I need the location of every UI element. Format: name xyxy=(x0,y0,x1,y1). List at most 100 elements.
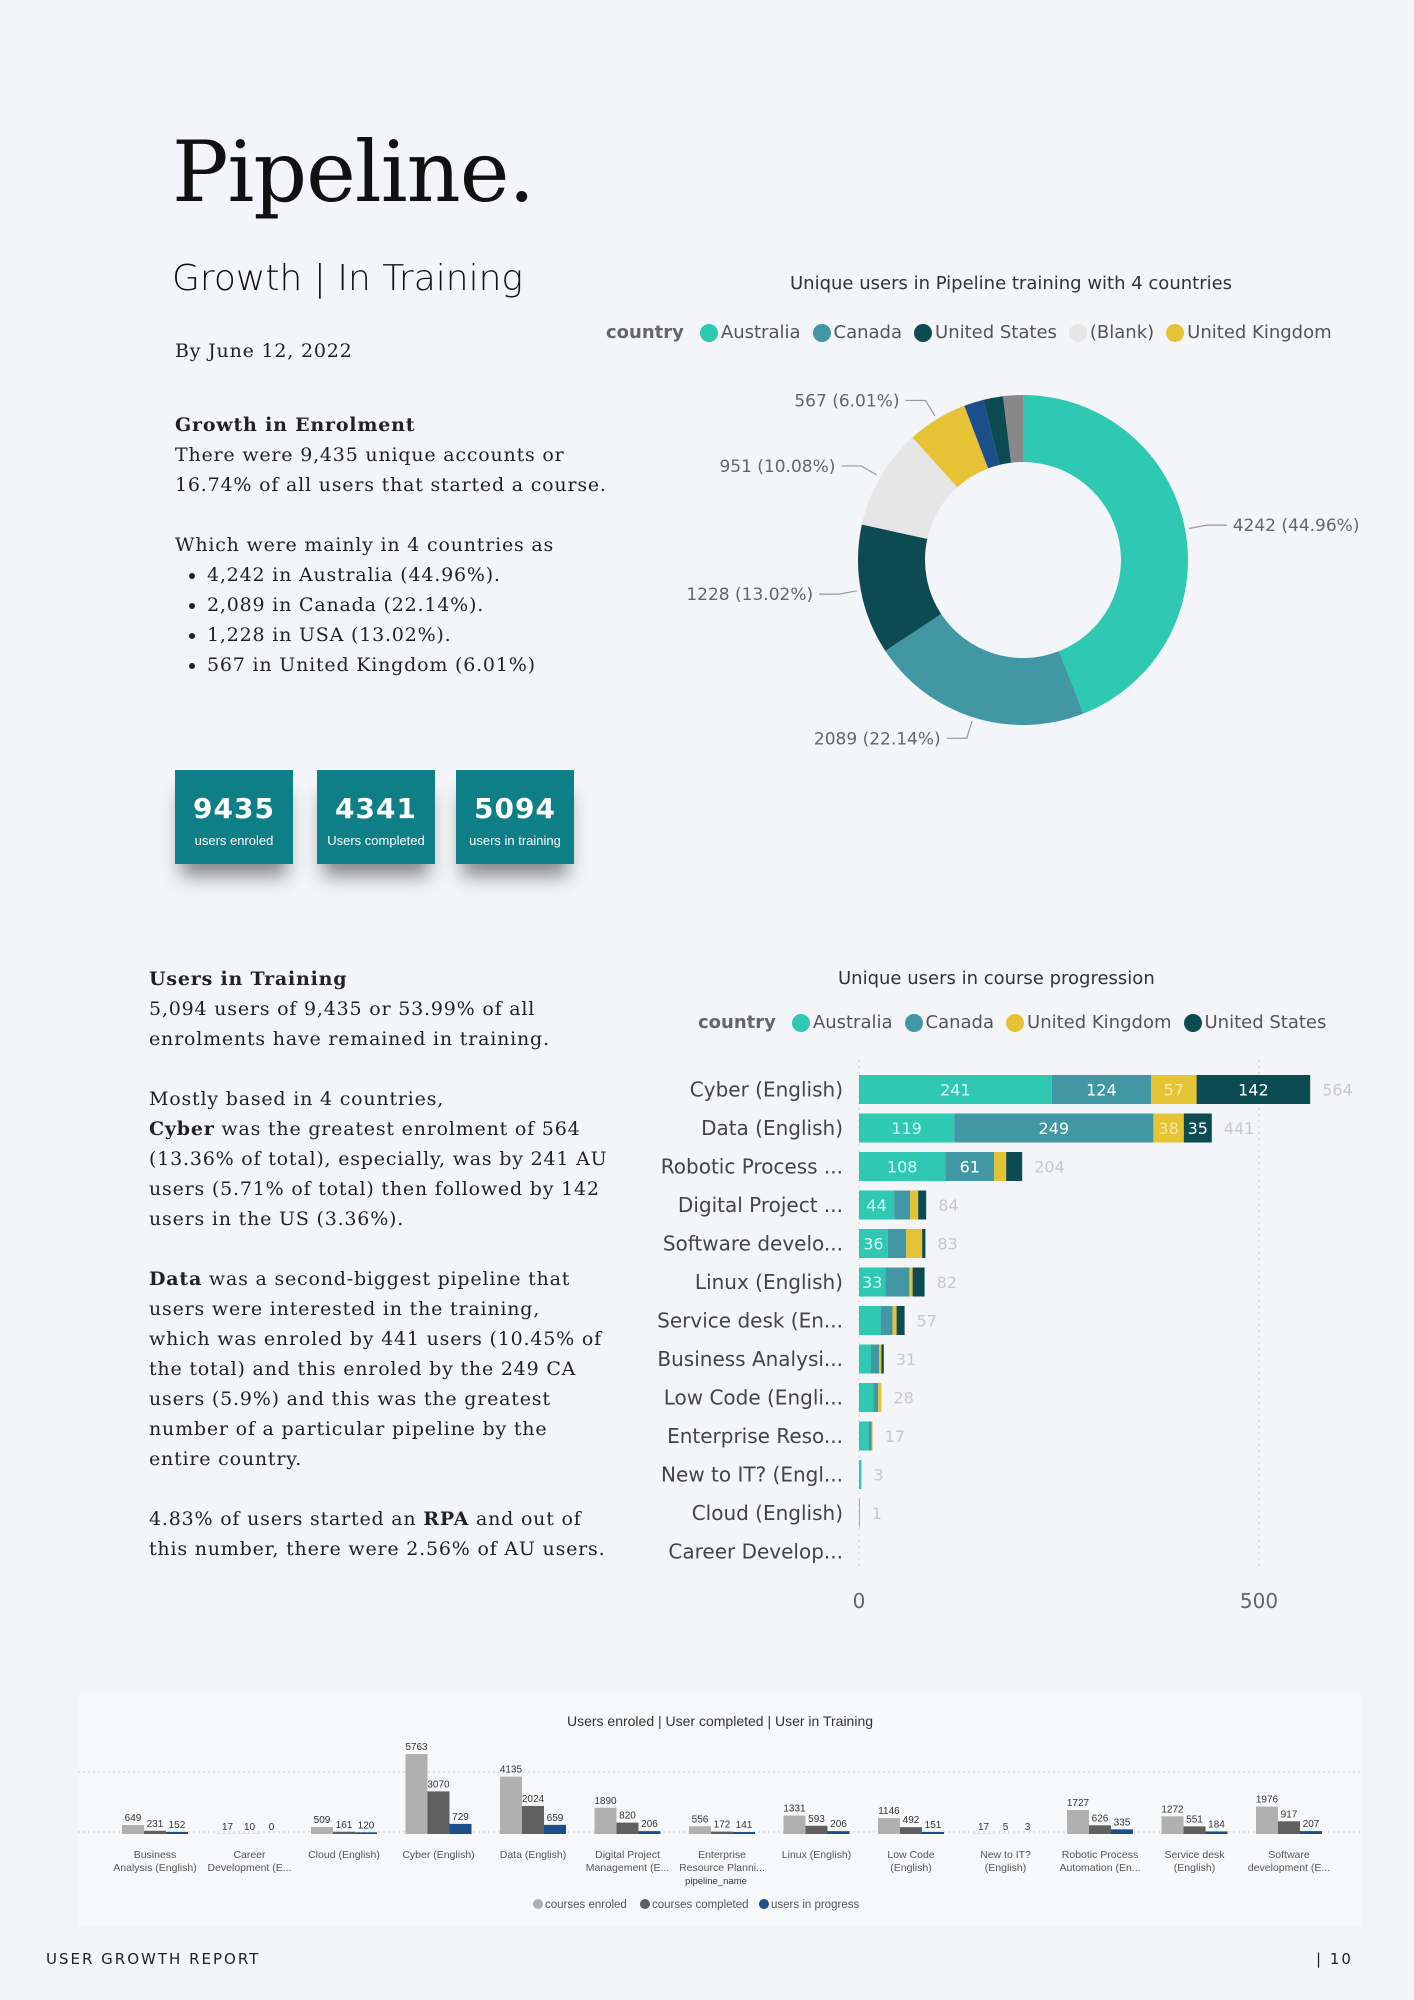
cyber-term: Cyber xyxy=(149,1118,215,1140)
legend-item-australia[interactable]: Australia xyxy=(791,1012,893,1033)
training-section: Users in Training 5,094 users of 9,435 o… xyxy=(149,964,649,1564)
bar xyxy=(1161,1816,1184,1834)
legend-dot xyxy=(1183,1013,1202,1032)
bar xyxy=(922,1831,944,1834)
total-data-label: 204 xyxy=(1034,1158,1065,1177)
bar-segment xyxy=(910,1190,919,1220)
category-label: Business xyxy=(134,1849,177,1861)
legend-label: courses enroled xyxy=(545,1899,627,1911)
bar xyxy=(427,1791,450,1834)
bar xyxy=(1278,1821,1300,1834)
total-data-label: 3 xyxy=(873,1466,883,1485)
bar-segment xyxy=(873,1383,879,1412)
list-item: 4,242 in Australia (44.96%). xyxy=(207,560,645,590)
bar-segment xyxy=(878,1383,882,1412)
bottom-chart-title: Users enroled | User completed | User in… xyxy=(567,1713,873,1729)
training-text: this number, there were 2.56% of AU user… xyxy=(149,1538,606,1560)
category-label: Low Code (Engli... xyxy=(664,1386,843,1410)
bar xyxy=(638,1831,661,1834)
footer-report-name: USER GROWTH REPORT xyxy=(46,1950,261,1968)
bar-segment xyxy=(887,1229,907,1258)
legend-item-blank[interactable]: (Blank) xyxy=(1068,322,1154,343)
category-label: Software xyxy=(1268,1849,1310,1861)
bar xyxy=(1111,1829,1133,1834)
segment-data-label: 108 xyxy=(887,1158,918,1177)
bar-data-label: 10 xyxy=(244,1822,256,1833)
legend-item-united-states[interactable]: United States xyxy=(914,322,1057,343)
donut-data-label: 2089 (22.14%) xyxy=(814,729,941,749)
bar-segment xyxy=(871,1344,879,1374)
training-text: users were interested in the training, xyxy=(149,1298,541,1320)
bar-segment xyxy=(912,1267,925,1297)
bar-segment xyxy=(894,1190,911,1220)
bar-segment xyxy=(879,1344,882,1374)
leader-line xyxy=(841,465,878,476)
legend-dot xyxy=(640,1899,650,1909)
bar xyxy=(827,1831,850,1834)
bar-segment xyxy=(906,1229,923,1258)
category-label: Analysis (English) xyxy=(113,1862,196,1874)
x-tick-label: 500 xyxy=(1240,1589,1278,1613)
segment-data-label: 124 xyxy=(1086,1081,1117,1100)
bar-data-label: 151 xyxy=(925,1820,942,1831)
bar-segment xyxy=(880,1306,893,1335)
legend-dot xyxy=(699,323,718,342)
rpa-term: RPA xyxy=(423,1508,470,1530)
legend-dot xyxy=(1006,1013,1025,1032)
donut-slice xyxy=(983,396,1012,465)
bar-segment xyxy=(922,1229,926,1258)
legend-item-australia[interactable]: Australia xyxy=(699,322,801,343)
segment-data-label: 57 xyxy=(1164,1081,1184,1100)
legend-item-canada[interactable]: Canada xyxy=(904,1012,995,1033)
training-text: users in the US (3.36%). xyxy=(149,1208,405,1230)
category-label: Career xyxy=(233,1849,266,1861)
bar-segment xyxy=(1151,1075,1197,1104)
total-data-label: 28 xyxy=(893,1389,913,1408)
legend-item-canada[interactable]: Canada xyxy=(812,322,902,343)
legend-label: United States xyxy=(1204,1012,1327,1033)
bar-segment xyxy=(994,1152,1007,1181)
donut-slice xyxy=(912,405,989,488)
donut-chart-title: Unique users in Pipeline training with 4… xyxy=(790,273,1233,294)
bar-data-label: 2024 xyxy=(522,1794,545,1805)
leader-line xyxy=(819,590,857,595)
bar-data-label: 161 xyxy=(336,1820,353,1831)
bar-segment xyxy=(859,1075,1052,1104)
bar xyxy=(711,1831,733,1834)
donut-slice xyxy=(1023,395,1188,714)
bar-segment xyxy=(909,1267,913,1297)
data-term: Data xyxy=(149,1268,203,1290)
segment-data-label: 36 xyxy=(863,1235,883,1254)
bar-segment xyxy=(859,1113,955,1143)
bar-data-label: 207 xyxy=(1303,1819,1320,1830)
growth-heading: Growth in Enrolment xyxy=(175,414,416,436)
bar-data-label: 5763 xyxy=(405,1742,428,1753)
category-label: Development (E... xyxy=(207,1862,291,1874)
donut-data-label: 567 (6.01%) xyxy=(794,391,899,411)
bar-data-label: 509 xyxy=(314,1815,331,1826)
bar-data-label: 172 xyxy=(714,1820,731,1831)
bar-segment xyxy=(859,1190,895,1220)
kpi-users-completed: 4341 Users completed xyxy=(317,770,435,864)
bar xyxy=(616,1822,639,1834)
donut-legend: country Australia Canada United States (… xyxy=(606,322,1338,343)
legend-dot xyxy=(533,1899,543,1909)
list-item: 567 in United Kingdom (6.01%) xyxy=(207,650,645,680)
segment-data-label: 249 xyxy=(1039,1119,1070,1138)
bottom-chart-panel xyxy=(78,1692,1362,1926)
growth-line-2: 16.74% of all users that started a cours… xyxy=(175,474,607,496)
legend-item-united-kingdom[interactable]: United Kingdom xyxy=(1006,1012,1172,1033)
kpi-users-enroled: 9435 users enroled xyxy=(175,770,293,864)
total-data-label: 31 xyxy=(896,1350,916,1369)
legend-label: Canada xyxy=(925,1012,995,1033)
bar-data-label: 1976 xyxy=(1256,1795,1279,1806)
donut-slice xyxy=(885,614,1084,725)
bar-segment xyxy=(859,1229,888,1258)
bar-segment xyxy=(881,1344,884,1374)
legend-item-united-kingdom[interactable]: United Kingdom xyxy=(1166,322,1332,343)
legend-item-united-states[interactable]: United States xyxy=(1183,1012,1327,1033)
category-label: Cyber (English) xyxy=(690,1078,843,1102)
legend-dot xyxy=(791,1013,810,1032)
bar-segment xyxy=(1006,1152,1023,1181)
category-label: Robotic Process xyxy=(1062,1849,1138,1861)
